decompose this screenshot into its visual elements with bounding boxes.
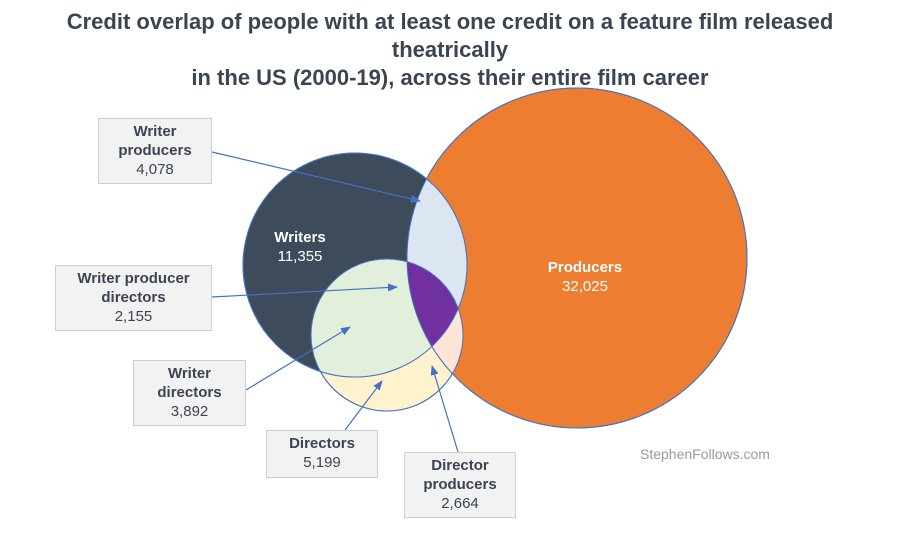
callout-value: 5,199 (303, 454, 341, 471)
arrow-directors (344, 380, 383, 431)
callout-value: 2,155 (114, 308, 153, 325)
arrow-director-producers (430, 365, 459, 453)
callout-label: Director (431, 457, 489, 474)
writers-outline (242, 152, 468, 378)
callout-label: Writer (133, 123, 177, 140)
callout-value: 3,892 (170, 403, 209, 420)
arrow-writer-producers (211, 151, 421, 203)
callout-writer-directors: Writer directors 3,892 (133, 360, 246, 426)
callout-label: directors (157, 384, 222, 401)
writers-value: 11,355 (277, 248, 323, 265)
callout-label: directors (101, 289, 166, 306)
producers-name: Producers (547, 259, 623, 276)
callout-value: 4,078 (136, 161, 174, 178)
callout-directors: Directors 5,199 (266, 430, 378, 478)
arrow-writer-directors (245, 326, 351, 391)
title-line-2: in the US (2000-19), across their entire… (191, 65, 709, 90)
producers-label: Producers 32,025 (530, 258, 640, 296)
callout-writer-producer-directors: Writer producer directors 2,155 (55, 265, 212, 331)
callout-value: 2,664 (441, 495, 479, 512)
producers-outline (406, 87, 748, 429)
writers-label: Writers 11,355 (260, 228, 340, 266)
title-line-1: Credit overlap of people with at least o… (66, 9, 834, 62)
callout-label: Writer (167, 365, 212, 382)
arrow-writer-producer-directors (211, 283, 398, 298)
producers-value: 32,025 (562, 278, 608, 295)
directors-outline (310, 258, 464, 412)
watermark: StephenFollows.com (640, 446, 770, 462)
callout-label: Directors (289, 435, 355, 452)
chart-title: Credit overlap of people with at least o… (20, 8, 880, 92)
callout-director-producers: Director producers 2,664 (404, 452, 516, 518)
callout-writer-producers: Writer producers 4,078 (98, 118, 212, 184)
callout-label: Writer producer (77, 270, 190, 287)
writers-name: Writers (274, 229, 326, 246)
callout-label: producers (118, 142, 192, 159)
callout-label: producers (423, 476, 497, 493)
